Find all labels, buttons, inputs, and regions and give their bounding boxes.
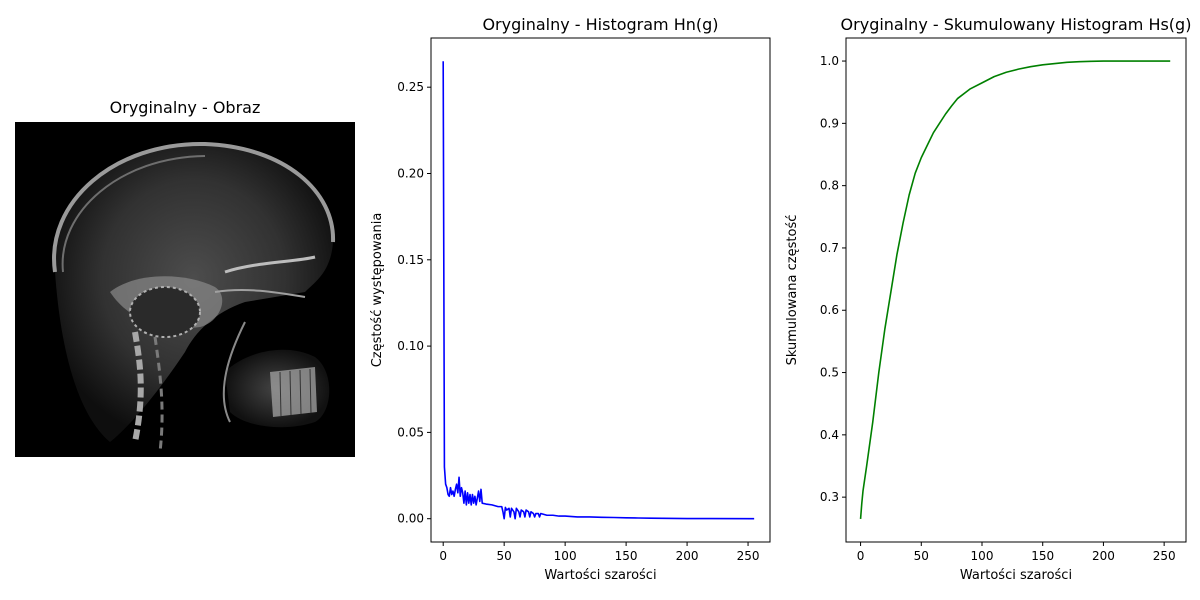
series-line-hn-g: [442, 61, 755, 520]
x-tick-label: 150: [1031, 549, 1054, 563]
x-axis-label: Wartości szarości: [544, 568, 656, 583]
y-tick-label: 0.5: [820, 366, 839, 380]
y-tick-label: 0.3: [820, 490, 839, 504]
plot-frame: [430, 37, 771, 543]
x-tick-label: 100: [971, 549, 994, 563]
y-axis-label: Skumulowana częstość: [785, 215, 800, 366]
image-panel-title: Oryginalny - Obraz: [109, 98, 261, 117]
x-tick-label: 250: [737, 549, 760, 563]
plot-area-background: [431, 38, 770, 542]
x-tick-label: 200: [1092, 549, 1115, 563]
x-tick-label: 50: [497, 549, 512, 563]
y-tick-label: 0.15: [397, 253, 424, 267]
chart-title: Oryginalny - Histogram Hn(g): [482, 15, 718, 34]
chart-title: Oryginalny - Skumulowany Histogram Hs(g): [841, 15, 1192, 34]
y-tick-label: 0.25: [397, 80, 424, 94]
plot-frame: [845, 37, 1187, 543]
x-axis-label: Wartości szarości: [960, 568, 1072, 583]
cumulative-histogram-plot: 0 50 100 150 200 250 0.3 0.4 0.5 0.6 0.7 0.8 0.9 1.0 O…: [785, 15, 1191, 583]
y-tick-label: 0.05: [397, 425, 424, 439]
y-tick-label: 0.00: [397, 512, 424, 526]
x-tick-label: 250: [1153, 549, 1176, 563]
y-tick-label: 0.8: [820, 179, 839, 193]
skull-xray-image: [15, 122, 355, 457]
x-tick-label: 100: [554, 549, 577, 563]
y-tick-label: 0.4: [820, 428, 839, 442]
y-tick-label: 1.0: [820, 54, 839, 68]
y-tick-label: 0.7: [820, 241, 839, 255]
x-tick-label: 0: [857, 549, 865, 563]
y-tick-label: 0.9: [820, 116, 839, 130]
x-tick-label: 150: [615, 549, 638, 563]
x-tick-label: 200: [676, 549, 699, 563]
y-tick-label: 0.20: [397, 166, 424, 180]
y-tick-label: 0.10: [397, 339, 424, 353]
y-tick-label: 0.6: [820, 303, 839, 317]
plot-area-background: [846, 38, 1186, 542]
series-line-hs-g: [859, 60, 1171, 520]
x-tick-label: 50: [914, 549, 929, 563]
y-axis-label: Częstość występowania: [370, 213, 385, 368]
histogram-plot: 0 50 100 150 200 250 0.00 0.05 0.10 0.15 0.20 0.25 O…: [370, 15, 771, 583]
x-tick-label: 0: [439, 549, 447, 563]
